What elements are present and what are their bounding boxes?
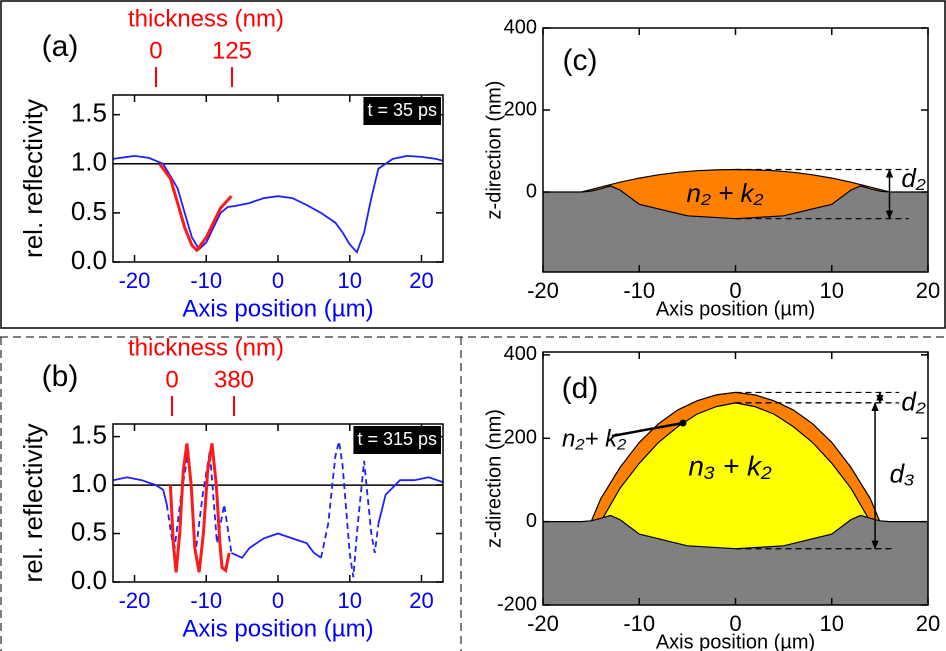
x-tick-label: 10 bbox=[820, 278, 844, 303]
data-line bbox=[112, 476, 168, 505]
x-tick-label: -10 bbox=[190, 268, 222, 293]
pointer-dot bbox=[679, 419, 687, 427]
x2-tick-label: 0 bbox=[165, 366, 178, 393]
y-tick-label: 1.5 bbox=[71, 419, 107, 449]
dimension-label: d₂ bbox=[901, 163, 925, 193]
x-axis-title: Axis position (µm) bbox=[182, 615, 373, 642]
x-axis-title: Axis position (µm) bbox=[656, 631, 815, 651]
panel-label: (b) bbox=[42, 360, 79, 393]
x-tick-label: 20 bbox=[409, 588, 433, 613]
dimension-label: d₂ bbox=[901, 387, 925, 417]
x2-axis-title: thickness (nm) bbox=[128, 5, 284, 32]
x2-tick-label: 0 bbox=[149, 37, 162, 64]
data-line bbox=[158, 162, 233, 253]
x-tick-label: 0 bbox=[272, 588, 284, 613]
data-line bbox=[320, 441, 380, 578]
x-tick-label: 20 bbox=[916, 278, 940, 303]
x-tick-label: -20 bbox=[119, 588, 151, 613]
x2-tick-label: 380 bbox=[214, 366, 254, 393]
x2-axis-title: thickness (nm) bbox=[128, 334, 284, 361]
time-label-bg bbox=[353, 426, 441, 454]
panel-label: (a) bbox=[42, 30, 79, 63]
x-tick-label: -10 bbox=[190, 588, 222, 613]
region-label: n₂+ k₂ bbox=[562, 425, 626, 452]
x-tick-label: -20 bbox=[527, 611, 559, 636]
x2-tick-label: 125 bbox=[212, 37, 252, 64]
y-tick-label: 0.5 bbox=[71, 196, 107, 226]
time-label-bg bbox=[363, 97, 441, 125]
panel-label: (d) bbox=[562, 372, 599, 405]
data-line bbox=[377, 476, 444, 525]
time-label: t = 315 ps bbox=[357, 429, 437, 449]
y-tick-label: 1.5 bbox=[71, 98, 107, 128]
panel-label: (c) bbox=[563, 44, 598, 77]
y-tick-label: 0 bbox=[526, 510, 537, 532]
y-axis-title: rel. reflectivity bbox=[18, 424, 48, 583]
dimension-label: d₃ bbox=[890, 459, 915, 489]
x-tick-label: 10 bbox=[337, 268, 361, 293]
x-tick-label: -20 bbox=[119, 268, 151, 293]
x-tick-label: 0 bbox=[272, 268, 284, 293]
x-axis-title: Axis position (µm) bbox=[182, 295, 373, 322]
x-tick-label: -20 bbox=[527, 278, 559, 303]
y-tick-label: 0.0 bbox=[71, 245, 107, 275]
y-axis-title: rel. reflectivity bbox=[18, 99, 48, 258]
x-tick-label: -10 bbox=[623, 611, 655, 636]
region-fill bbox=[543, 515, 928, 605]
data-line bbox=[168, 443, 231, 574]
x-tick-label: 0 bbox=[729, 611, 741, 636]
region-label: n₃ + k₂ bbox=[688, 450, 772, 481]
data-line bbox=[165, 450, 233, 554]
x-tick-label: -10 bbox=[623, 278, 655, 303]
y-tick-label: -200 bbox=[497, 593, 537, 615]
y-tick-label: 200 bbox=[504, 98, 537, 120]
y-tick-label: 0.0 bbox=[71, 565, 107, 595]
y-tick-label: 400 bbox=[504, 343, 537, 365]
y-tick-label: 400 bbox=[504, 16, 537, 38]
y-tick-label: 200 bbox=[504, 427, 537, 449]
y-tick-label: 1.0 bbox=[71, 147, 107, 177]
x-tick-label: 20 bbox=[916, 611, 940, 636]
y-axis-title: z-direction (nm) bbox=[483, 81, 505, 220]
x-tick-label: 10 bbox=[337, 588, 361, 613]
y-tick-label: 0.5 bbox=[71, 516, 107, 546]
time-label: t = 35 ps bbox=[367, 100, 437, 120]
data-line bbox=[231, 532, 322, 559]
y-axis-title: z-direction (nm) bbox=[483, 409, 505, 548]
x-tick-label: 10 bbox=[820, 611, 844, 636]
top-frame bbox=[0, 0, 946, 329]
x-tick-label: 0 bbox=[729, 278, 741, 303]
region-fill bbox=[543, 185, 928, 272]
y-tick-label: 0 bbox=[526, 180, 537, 202]
pointer bbox=[611, 421, 684, 438]
region-label: n₂ + k₂ bbox=[687, 178, 764, 208]
x-tick-label: 20 bbox=[409, 268, 433, 293]
x-axis-title: Axis position (µm) bbox=[656, 298, 815, 320]
data-line bbox=[112, 154, 444, 254]
y-tick-label: 1.0 bbox=[71, 468, 107, 498]
